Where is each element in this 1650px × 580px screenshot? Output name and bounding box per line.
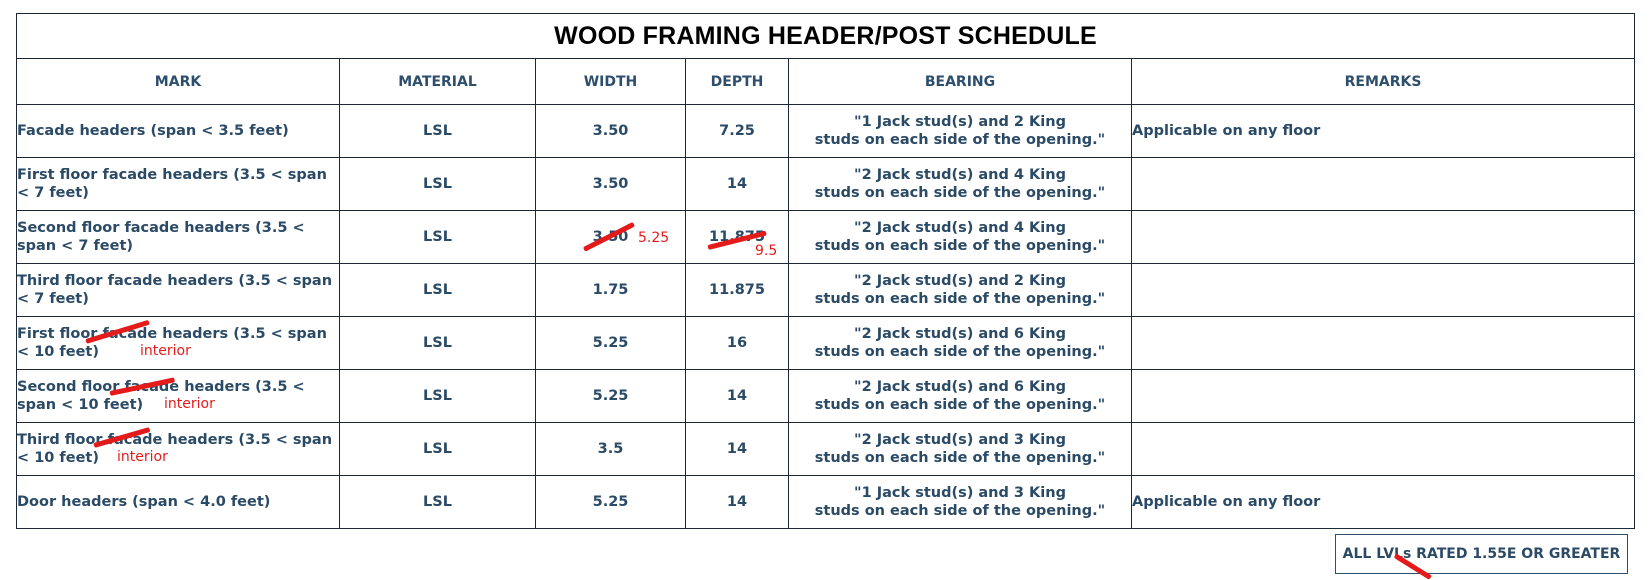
col-header-mark: MARK — [16, 58, 340, 105]
remarks-cell — [1130, 210, 1636, 264]
mark-cell: Door headers (span < 4.0 feet) — [16, 475, 340, 529]
remarks-cell — [1130, 157, 1636, 211]
width-cell: 3.50 5.25 — [535, 210, 686, 264]
bearing-line-1: "2 Jack stud(s) and 4 King — [854, 220, 1066, 236]
mark-cell: First floor facade headers (3.5 < span <… — [16, 316, 340, 370]
bearing-line-2: studs on each side of the opening." — [814, 185, 1106, 201]
schedule-title: WOOD FRAMING HEADER/POST SCHEDULE — [15, 13, 1636, 59]
width-cell: 3.5 — [535, 422, 686, 476]
col-header-material: MATERIAL — [339, 58, 536, 105]
bearing-cell: "2 Jack stud(s) and 6 King studs on each… — [788, 369, 1132, 423]
mark-cell: Third floor facade headers (3.5 < span <… — [16, 422, 340, 476]
depth-cell: 11.875 — [685, 263, 789, 317]
depth-cell: 14 — [685, 157, 789, 211]
schedule-sheet: WOOD FRAMING HEADER/POST SCHEDULE MARK M… — [15, 13, 1636, 529]
header-post-schedule-table: WOOD FRAMING HEADER/POST SCHEDULE MARK M… — [15, 13, 1636, 529]
bearing-line-1: "2 Jack stud(s) and 4 King — [854, 167, 1066, 183]
interior-markup-label: interior — [117, 449, 168, 465]
bearing-cell: "2 Jack stud(s) and 3 King studs on each… — [788, 422, 1132, 476]
material-cell: LSL — [339, 263, 536, 317]
table-row: First floor facade headers (3.5 < span <… — [16, 316, 1636, 370]
table-row: Second floor facade headers (3.5 < span … — [16, 210, 1636, 264]
width-cell: 3.50 — [535, 157, 686, 211]
bearing-cell: "2 Jack stud(s) and 4 King studs on each… — [788, 210, 1132, 264]
bearing-cell: "2 Jack stud(s) and 2 King studs on each… — [788, 263, 1132, 317]
depth-cell: 14 — [685, 369, 789, 423]
table-row: Door headers (span < 4.0 feet) LSL 5.25 … — [16, 475, 1636, 529]
width-cell: 5.25 — [535, 369, 686, 423]
depth-cell: 11.875 9.5 — [685, 210, 789, 264]
material-cell: LSL — [339, 104, 536, 158]
lvl-rating-note: ALL LVLs RATED 1.55E OR GREATER — [1335, 534, 1628, 580]
bearing-line-1: "2 Jack stud(s) and 2 King — [854, 273, 1066, 289]
table-row: Second floor facade headers (3.5 < span … — [16, 369, 1636, 423]
bearing-line-2: studs on each side of the opening." — [814, 450, 1106, 466]
bearing-line-2: studs on each side of the opening." — [814, 503, 1106, 519]
remarks-cell — [1130, 316, 1636, 370]
col-header-depth: DEPTH — [685, 58, 789, 105]
bearing-line-2: studs on each side of the opening." — [814, 132, 1106, 148]
table-row: First floor facade headers (3.5 < span <… — [16, 157, 1636, 211]
table-row: Facade headers (span < 3.5 feet) LSL 3.5… — [16, 104, 1636, 158]
depth-cell: 14 — [685, 422, 789, 476]
remarks-cell: Applicable on any floor — [1130, 104, 1636, 158]
depth-markup-value: 9.5 — [755, 243, 778, 259]
mark-cell: Facade headers (span < 3.5 feet) — [16, 104, 340, 158]
bearing-cell: "1 Jack stud(s) and 2 King studs on each… — [788, 104, 1132, 158]
column-header-row: MARK MATERIAL WIDTH DEPTH BEARING REMARK… — [16, 58, 1636, 105]
material-cell: LSL — [339, 210, 536, 264]
col-header-bearing: BEARING — [788, 58, 1132, 105]
mark-cell: Second floor facade headers (3.5 < span … — [16, 210, 340, 264]
bearing-line-1: "1 Jack stud(s) and 3 King — [854, 485, 1066, 501]
remarks-cell — [1130, 422, 1636, 476]
table-row: Third floor facade headers (3.5 < span <… — [16, 263, 1636, 317]
bearing-line-1: "2 Jack stud(s) and 6 King — [854, 326, 1066, 342]
material-cell: LSL — [339, 475, 536, 529]
lvl-rating-note-text: ALL LVLs RATED 1.55E OR GREATER — [1342, 546, 1621, 562]
remarks-cell: Applicable on any floor — [1130, 475, 1636, 529]
depth-cell: 14 — [685, 475, 789, 529]
interior-markup-label: interior — [140, 343, 191, 359]
material-cell: LSL — [339, 157, 536, 211]
depth-cell: 16 — [685, 316, 789, 370]
mark-cell: First floor facade headers (3.5 < span <… — [16, 157, 340, 211]
mark-cell: Second floor facade headers (3.5 < span … — [16, 369, 340, 423]
col-header-width: WIDTH — [535, 58, 686, 105]
bearing-line-1: "1 Jack stud(s) and 2 King — [854, 114, 1066, 130]
bearing-line-2: studs on each side of the opening." — [814, 397, 1106, 413]
bearing-cell: "2 Jack stud(s) and 6 King studs on each… — [788, 316, 1132, 370]
mark-cell: Third floor facade headers (3.5 < span <… — [16, 263, 340, 317]
width-cell: 5.25 — [535, 316, 686, 370]
material-cell: LSL — [339, 422, 536, 476]
bearing-line-2: studs on each side of the opening." — [814, 238, 1106, 254]
width-cell: 5.25 — [535, 475, 686, 529]
material-cell: LSL — [339, 369, 536, 423]
mark-text: Second floor facade headers (3.5 < span … — [17, 379, 305, 413]
table-row: Third floor facade headers (3.5 < span <… — [16, 422, 1636, 476]
mark-text: Third floor facade headers (3.5 < span <… — [17, 432, 333, 466]
width-cell: 1.75 — [535, 263, 686, 317]
bearing-line-1: "2 Jack stud(s) and 3 King — [854, 432, 1066, 448]
title-row: WOOD FRAMING HEADER/POST SCHEDULE — [15, 13, 1636, 59]
bearing-cell: "1 Jack stud(s) and 3 King studs on each… — [788, 475, 1132, 529]
col-header-remarks: REMARKS — [1130, 58, 1636, 105]
width-cell: 3.50 — [535, 104, 686, 158]
remarks-cell — [1130, 263, 1636, 317]
width-markup-value: 5.25 — [638, 230, 670, 246]
remarks-cell — [1130, 369, 1636, 423]
bearing-line-2: studs on each side of the opening." — [814, 344, 1106, 360]
interior-markup-label: interior — [164, 396, 215, 412]
bearing-line-1: "2 Jack stud(s) and 6 King — [854, 379, 1066, 395]
bearing-line-2: studs on each side of the opening." — [814, 291, 1106, 307]
depth-cell: 7.25 — [685, 104, 789, 158]
bearing-cell: "2 Jack stud(s) and 4 King studs on each… — [788, 157, 1132, 211]
material-cell: LSL — [339, 316, 536, 370]
